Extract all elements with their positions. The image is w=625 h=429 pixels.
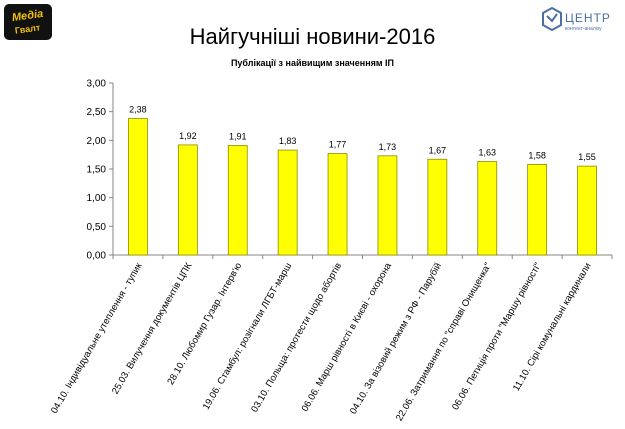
bar: [477, 161, 498, 256]
bar-value-label: 1,55: [578, 152, 596, 162]
bar-value-label: 1,83: [279, 136, 297, 146]
category-label: 06.06. Марш рівності в Києві - охорона: [300, 260, 395, 413]
bar-value-label: 1,58: [528, 150, 546, 160]
category-label: 04.10. Індивідуальне утеплення - тупик: [49, 260, 145, 415]
category-label: 04.10. За візовий режим з РФ - Парубій: [348, 261, 444, 416]
bar: [277, 149, 298, 256]
bar: [427, 158, 448, 256]
bar-value-label: 1,63: [478, 148, 496, 158]
y-tick-label: 2,50: [87, 107, 107, 118]
bar: [227, 145, 248, 256]
bar: [527, 164, 548, 256]
bar: [128, 118, 148, 256]
bar-value-label: 1,92: [179, 131, 197, 141]
y-tick-label: 3,00: [87, 79, 107, 90]
bar-value-label: 2,38: [129, 105, 147, 115]
bar-value-label: 1,73: [379, 142, 397, 152]
bar-value-label: 1,91: [229, 131, 247, 141]
svg-text:Гвалт: Гвалт: [14, 22, 41, 36]
bar-value-label: 1,77: [329, 140, 347, 150]
bar: [377, 155, 398, 256]
y-tick-label: 2,00: [87, 136, 107, 147]
y-tick-label: 0,50: [87, 222, 107, 233]
y-tick-label: 0,00: [87, 251, 107, 262]
category-label: 22.06. Затримання по "справі Онищенка": [394, 261, 494, 423]
svg-text:Медіа: Медіа: [11, 8, 44, 24]
center-logo: ЦЕНТР контент-аналізу: [540, 6, 622, 36]
svg-text:ЦЕНТР: ЦЕНТР: [565, 11, 611, 25]
y-tick-label: 1,50: [87, 165, 107, 176]
bar: [577, 165, 597, 256]
bar: [177, 144, 198, 256]
category-label: 03.10. Польща: протести щодо абортів: [249, 261, 344, 414]
chart-title: Найгучніші новини-2016: [189, 24, 436, 49]
category-label: 06.06. Петиція проти "Маршу рівності": [450, 261, 544, 412]
bar: [327, 153, 348, 256]
media-logo: Медіа Гвалт: [3, 3, 53, 41]
y-tick-label: 1,00: [87, 193, 107, 204]
bar-value-label: 1,67: [429, 145, 447, 155]
chart-subtitle: Публікації з найвищим значенням ІП: [230, 58, 395, 68]
svg-text:контент-аналізу: контент-аналізу: [565, 26, 602, 32]
category-label: 19.06. Стамбул: розігнали ЛГБТ-марш: [201, 261, 294, 412]
